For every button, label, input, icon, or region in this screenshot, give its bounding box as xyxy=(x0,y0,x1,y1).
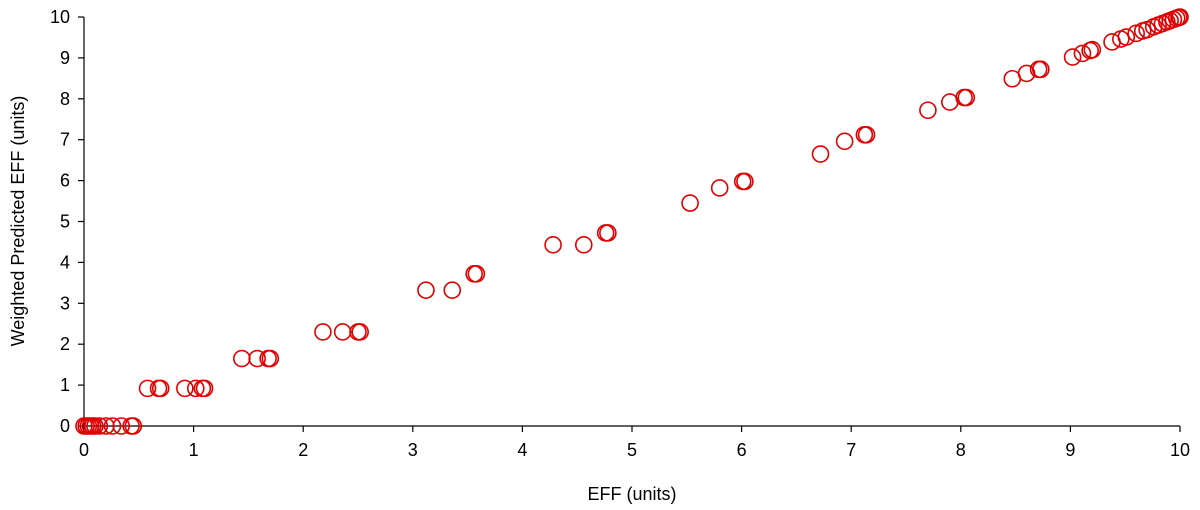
data-point xyxy=(138,379,157,398)
data-point xyxy=(811,145,830,163)
x-axis-title: EFF (units) xyxy=(587,484,676,504)
data-point xyxy=(314,323,332,341)
y-tick-label: 7 xyxy=(60,130,70,150)
data-point xyxy=(351,323,369,341)
x-tick-label: 3 xyxy=(408,440,418,460)
data-point xyxy=(1171,8,1189,26)
data-point xyxy=(124,417,143,435)
x-tick-label: 10 xyxy=(1170,440,1190,460)
data-point xyxy=(186,379,205,398)
data-point xyxy=(599,224,617,242)
data-point xyxy=(1117,28,1136,46)
data-point xyxy=(544,236,562,254)
data-points xyxy=(75,8,1189,435)
data-point xyxy=(1073,44,1092,63)
data-point xyxy=(574,236,593,254)
data-point xyxy=(857,125,876,144)
x-tick-label: 8 xyxy=(956,440,966,460)
data-point xyxy=(103,417,122,435)
y-tick-label: 6 xyxy=(60,171,70,191)
data-point xyxy=(710,179,729,197)
data-point xyxy=(261,349,280,368)
y-tick-label: 2 xyxy=(60,334,70,354)
y-tick-label: 10 xyxy=(50,7,70,27)
data-point xyxy=(957,88,976,107)
data-point xyxy=(176,379,194,398)
data-point xyxy=(467,265,486,283)
y-tick-label: 4 xyxy=(60,252,70,272)
y-axis-title: Weighted Predicted EFF (units) xyxy=(8,96,28,347)
data-point xyxy=(86,417,104,435)
data-point xyxy=(195,379,214,398)
y-tick-label: 5 xyxy=(60,212,70,232)
data-point xyxy=(233,349,251,368)
data-point xyxy=(333,323,352,341)
data-point xyxy=(248,349,266,368)
x-tick-label: 2 xyxy=(298,440,308,460)
x-tick-label: 0 xyxy=(79,440,89,460)
data-point xyxy=(1063,48,1082,66)
y-axis-ticks: 0 1 2 3 4 5 6 7 8 9 10 xyxy=(50,7,84,436)
y-tick-label: 3 xyxy=(60,293,70,313)
data-point xyxy=(1032,60,1050,79)
data-point xyxy=(919,101,937,120)
x-tick-label: 6 xyxy=(737,440,747,460)
x-tick-label: 9 xyxy=(1065,440,1075,460)
y-tick-label: 1 xyxy=(60,375,70,395)
y-tick-label: 9 xyxy=(60,48,70,68)
data-point xyxy=(835,132,854,151)
x-axis-ticks: 0 1 2 3 4 5 6 7 8 9 10 xyxy=(79,426,1190,460)
y-tick-label: 8 xyxy=(60,89,70,109)
data-point xyxy=(443,281,462,300)
data-point xyxy=(417,281,435,300)
y-tick-label: 0 xyxy=(60,416,70,436)
data-point xyxy=(90,417,109,435)
x-tick-label: 5 xyxy=(627,440,637,460)
data-point xyxy=(681,194,699,212)
x-tick-label: 7 xyxy=(846,440,856,460)
data-point xyxy=(151,379,170,398)
x-tick-label: 4 xyxy=(517,440,527,460)
x-tick-label: 1 xyxy=(189,440,199,460)
data-point xyxy=(112,417,131,435)
data-point xyxy=(1083,40,1102,59)
data-point xyxy=(736,172,754,191)
